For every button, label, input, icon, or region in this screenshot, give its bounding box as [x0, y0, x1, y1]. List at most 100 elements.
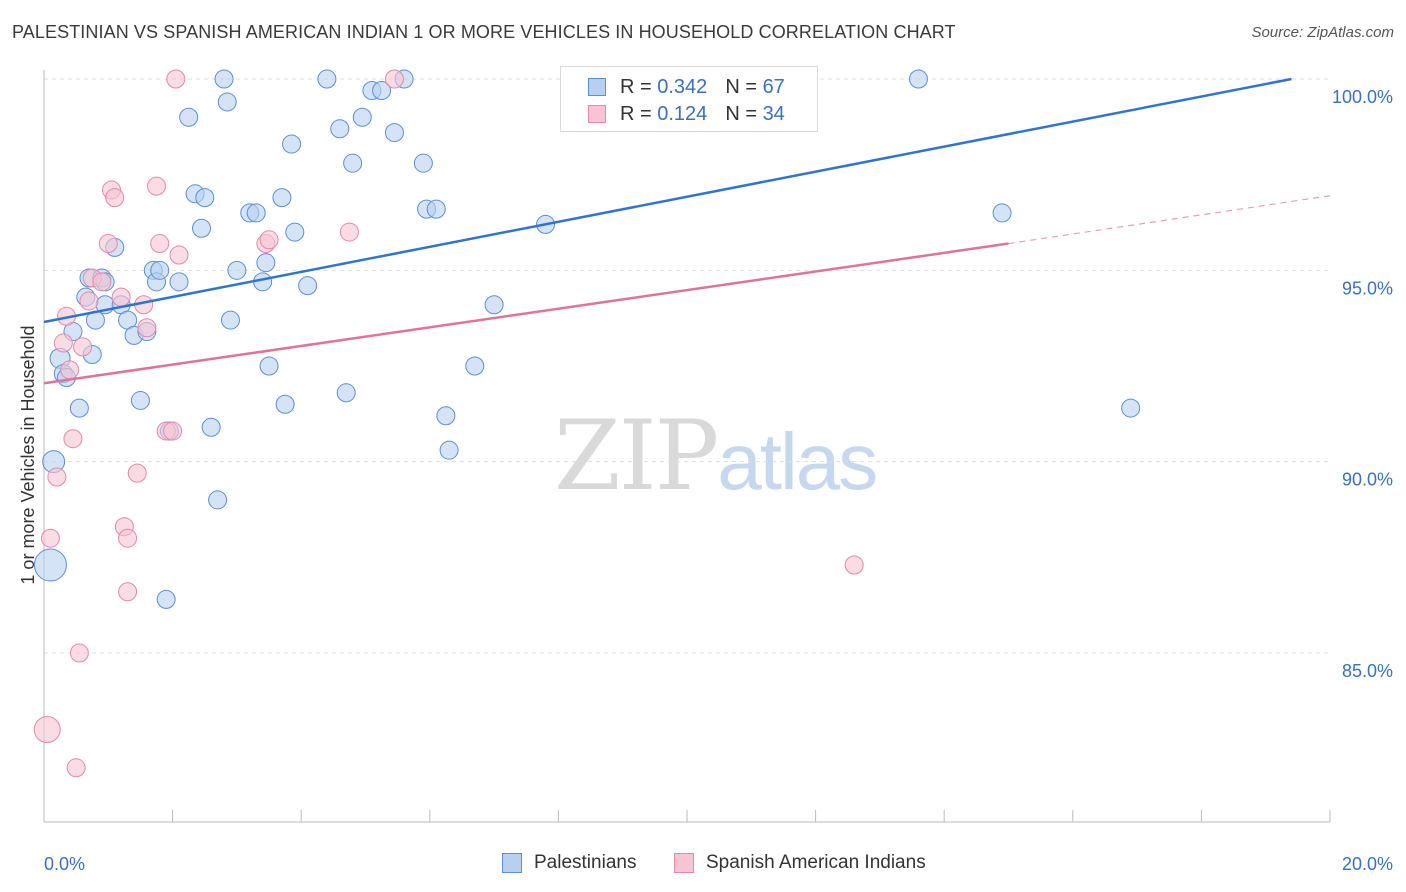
spanish-american-indian-point: [79, 291, 99, 311]
trend-line: [43, 77, 1292, 324]
spanish-american-indian-point: [53, 333, 73, 353]
y-tick-label: 100.0%: [1332, 87, 1393, 107]
source-label: Source: ZipAtlas.com: [1251, 24, 1394, 41]
palestinian-point: [992, 203, 1012, 223]
spanish-american-indian-point: [111, 287, 131, 307]
palestinian-point: [156, 589, 176, 609]
x-tick-label: 0.0%: [44, 854, 85, 874]
spanish-american-indian-point: [339, 222, 359, 242]
legend-swatch-pink: [588, 105, 606, 123]
spanish-american-indian-point: [98, 234, 118, 254]
spanish-american-indian-point: [118, 582, 138, 602]
spanish-american-indian-point: [73, 337, 93, 357]
legend-n-label: N =: [725, 75, 757, 98]
palestinian-point: [465, 356, 485, 376]
spanish-american-indian-point: [105, 188, 125, 208]
spanish-american-indian-point: [69, 643, 89, 663]
palestinian-point: [282, 134, 302, 154]
palestinian-point: [256, 253, 276, 273]
legend-r-value: 0.124: [657, 102, 708, 125]
palestinian-point: [413, 153, 433, 173]
palestinian-point: [214, 69, 234, 89]
palestinian-point: [439, 440, 459, 460]
legend-row-spanish-american-indians: R = 0.124 N = 34: [561, 101, 785, 127]
palestinian-point: [246, 203, 266, 223]
y-tick-label: 85.0%: [1342, 661, 1393, 681]
palestinian-point: [384, 123, 404, 143]
legend-item-spanish-american-indians: Spanish American Indians: [674, 852, 926, 874]
legend-item-palestinians: Palestinians: [502, 852, 636, 874]
palestinian-point: [220, 310, 240, 330]
legend-r-label: R =: [620, 102, 652, 125]
spanish-american-indian-point: [163, 421, 183, 441]
palestinian-point: [208, 490, 228, 510]
palestinian-point: [179, 107, 199, 127]
legend-n-value: 34: [762, 102, 785, 125]
palestinian-point: [436, 406, 456, 426]
palestinian-point: [372, 80, 392, 100]
palestinian-point: [130, 390, 150, 410]
palestinian-point: [33, 548, 67, 582]
legend-label: Palestinians: [534, 852, 637, 873]
palestinian-point: [150, 260, 170, 280]
watermark: ZIPatlas: [554, 400, 878, 512]
watermark-zip: ZIP: [554, 400, 719, 512]
spanish-american-indian-point: [384, 69, 404, 89]
legend-r-value: 0.342: [657, 75, 708, 98]
chart-title: PALESTINIAN VS SPANISH AMERICAN INDIAN 1…: [12, 22, 956, 42]
spanish-american-indian-point: [166, 69, 186, 89]
palestinian-point: [69, 398, 89, 418]
palestinian-point: [352, 107, 372, 127]
legend-r-label: R =: [620, 75, 652, 98]
palestinian-point: [343, 153, 363, 173]
palestinian-point: [192, 218, 212, 238]
palestinian-point: [426, 199, 446, 219]
legend-swatch-pink: [674, 853, 694, 873]
palestinian-point: [259, 356, 279, 376]
spanish-american-indian-point: [66, 758, 86, 778]
palestinian-point: [201, 417, 221, 437]
palestinian-point: [1121, 398, 1141, 418]
legend-swatch-blue: [502, 853, 522, 873]
palestinian-point: [275, 394, 295, 414]
spanish-american-indian-point: [47, 467, 67, 487]
spanish-american-indian-point: [169, 245, 189, 265]
palestinian-point: [908, 69, 928, 89]
legend-swatch-blue: [588, 78, 606, 96]
palestinian-point: [336, 383, 356, 403]
trend-line: [43, 242, 1009, 385]
y-tick-label: 95.0%: [1342, 278, 1393, 298]
palestinian-point: [217, 92, 237, 112]
spanish-american-indian-point: [137, 318, 157, 338]
palestinian-point: [169, 272, 189, 292]
spanish-american-indian-point: [844, 555, 864, 575]
palestinian-point: [195, 188, 215, 208]
spanish-american-indian-point: [118, 528, 138, 548]
legend-n-value: 67: [762, 75, 785, 98]
series-legend: Palestinians Spanish American Indians: [0, 852, 1406, 878]
trend-line-extension: [1008, 195, 1331, 245]
legend-row-palestinians: R = 0.342 N = 67: [561, 74, 785, 100]
spanish-american-indian-point: [150, 234, 170, 254]
correlation-legend: R = 0.342 N = 67 R = 0.124 N = 34: [560, 66, 818, 132]
palestinian-point: [330, 119, 350, 139]
legend-n-label: N =: [725, 102, 757, 125]
palestinian-point: [272, 188, 292, 208]
palestinian-point: [317, 69, 337, 89]
spanish-american-indian-point: [63, 429, 83, 449]
palestinian-point: [227, 260, 247, 280]
spanish-american-indian-point: [259, 230, 279, 250]
x-tick-label: 20.0%: [1342, 854, 1393, 874]
y-tick-label: 90.0%: [1342, 470, 1393, 490]
palestinian-point: [285, 222, 305, 242]
spanish-american-indian-point: [40, 528, 60, 548]
palestinian-point: [484, 295, 504, 315]
legend-label: Spanish American Indians: [706, 852, 926, 873]
spanish-american-indian-point: [147, 176, 167, 196]
spanish-american-indian-point: [127, 463, 147, 483]
palestinian-point: [298, 276, 318, 296]
y-axis-label: 1 or more Vehicles in Household: [18, 325, 38, 584]
spanish-american-indian-point: [92, 272, 112, 292]
spanish-american-indian-point: [33, 716, 61, 744]
